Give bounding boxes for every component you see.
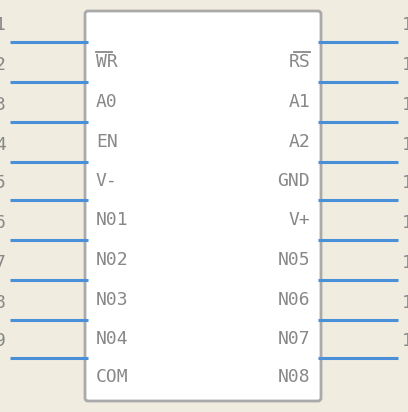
Text: N02: N02 — [96, 251, 129, 269]
Text: N01: N01 — [96, 211, 129, 229]
Text: A2: A2 — [288, 133, 310, 151]
Text: A0: A0 — [96, 93, 118, 111]
Text: 16: 16 — [402, 96, 408, 114]
Text: 6: 6 — [0, 214, 6, 232]
Text: V+: V+ — [288, 211, 310, 229]
Text: A1: A1 — [288, 93, 310, 111]
Text: 9: 9 — [0, 332, 6, 350]
Text: 15: 15 — [402, 136, 408, 154]
Text: N06: N06 — [277, 291, 310, 309]
Text: N03: N03 — [96, 291, 129, 309]
Text: 1: 1 — [0, 16, 6, 34]
Text: 7: 7 — [0, 254, 6, 272]
Text: 12: 12 — [402, 254, 408, 272]
Text: N08: N08 — [277, 368, 310, 386]
Text: EN: EN — [96, 133, 118, 151]
Text: GND: GND — [277, 172, 310, 190]
Text: 2: 2 — [0, 56, 6, 74]
Text: 13: 13 — [402, 214, 408, 232]
Text: RS: RS — [288, 53, 310, 71]
Text: 8: 8 — [0, 294, 6, 312]
Text: N04: N04 — [96, 330, 129, 348]
Text: 5: 5 — [0, 174, 6, 192]
Text: COM: COM — [96, 368, 129, 386]
Text: WR: WR — [96, 53, 118, 71]
Text: 17: 17 — [402, 56, 408, 74]
Text: N07: N07 — [277, 330, 310, 348]
Text: 14: 14 — [402, 174, 408, 192]
Text: V-: V- — [96, 172, 118, 190]
Text: 11: 11 — [402, 294, 408, 312]
Text: 3: 3 — [0, 96, 6, 114]
Text: 18: 18 — [402, 16, 408, 34]
Text: 10: 10 — [402, 332, 408, 350]
Text: 4: 4 — [0, 136, 6, 154]
Text: N05: N05 — [277, 251, 310, 269]
FancyBboxPatch shape — [85, 11, 321, 401]
